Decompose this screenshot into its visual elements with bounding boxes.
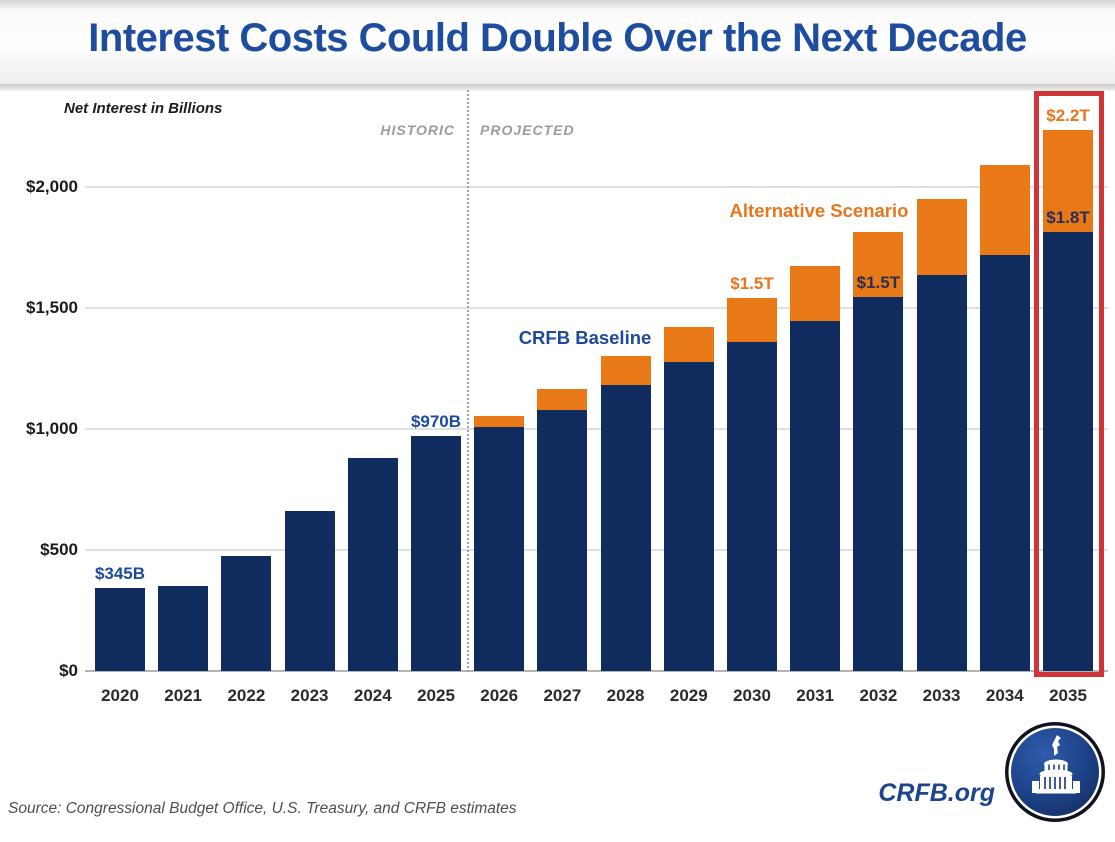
bar-2032-alternative <box>853 231 904 298</box>
bar-2028-alternative <box>600 356 651 386</box>
bar-2035-baseline <box>1043 231 1093 671</box>
highlight-2035-box <box>1034 91 1104 677</box>
x-axis-label-2020: 2020 <box>101 686 139 705</box>
bar-2029-baseline <box>663 362 714 671</box>
bar-2027-alternative <box>537 389 588 410</box>
x-axis-label-2025: 2025 <box>417 686 455 705</box>
value-label-2025-total: $970B <box>410 412 462 432</box>
x-axis-line <box>85 670 1108 672</box>
bar-2035-alternative <box>1043 130 1093 232</box>
projected-zone-label: PROJECTED <box>480 122 575 138</box>
x-axis-label-2031: 2031 <box>796 686 835 705</box>
bar-2024-baseline <box>347 458 398 671</box>
gridline-1000 <box>85 428 1108 430</box>
title-band <box>0 0 1115 84</box>
bar-2028-baseline <box>600 385 651 671</box>
bar-2025-baseline <box>411 436 461 671</box>
x-axis-label-2032: 2032 <box>859 686 898 705</box>
bar-2032-baseline <box>853 297 904 671</box>
x-axis-label-2024: 2024 <box>353 686 392 705</box>
x-axis-label-2028: 2028 <box>606 686 645 705</box>
value-label-2035-total: $2.2T <box>1046 106 1090 126</box>
x-axis-label-2027: 2027 <box>543 686 582 705</box>
bar-2023-baseline <box>284 511 335 671</box>
bar-2031-alternative <box>790 265 841 322</box>
bar-2031-baseline <box>790 321 841 671</box>
y-axis-tick-1500: $1,500 <box>26 298 78 317</box>
x-axis-label-2021: 2021 <box>164 686 203 705</box>
x-axis-label-2033: 2033 <box>922 686 961 705</box>
gridline-500 <box>85 549 1108 551</box>
bar-2022-baseline <box>221 556 272 671</box>
x-axis-label-2026: 2026 <box>480 686 519 705</box>
bar-2026-alternative <box>474 415 525 427</box>
x-axis-label-2029: 2029 <box>669 686 708 705</box>
source-note: Source: Congressional Budget Office, U.S… <box>8 800 517 817</box>
bar-2030-baseline <box>727 341 777 671</box>
value-label-2035-baseline: $1.8T <box>1046 207 1090 227</box>
bar-2033-alternative <box>916 199 967 276</box>
x-axis-label-2022: 2022 <box>227 686 266 705</box>
x-axis-label-2035: 2035 <box>1049 686 1087 705</box>
historic-projected-divider <box>467 90 469 672</box>
baseline-series-label: CRFB Baseline <box>518 327 652 348</box>
historic-zone-label: HISTORIC <box>380 122 455 138</box>
bar-2020-baseline <box>95 587 145 671</box>
bar-2034-baseline <box>979 254 1030 671</box>
y-axis-tick-0: $0 <box>59 661 78 680</box>
x-axis-label-2023: 2023 <box>290 686 329 705</box>
title-band-shadow <box>0 84 1115 91</box>
x-axis-label-2034: 2034 <box>985 686 1024 705</box>
y-axis-title: Net Interest in Billions <box>64 100 223 117</box>
bar-2033-baseline <box>916 275 967 671</box>
bar-2029-alternative <box>663 327 714 363</box>
value-label-2020-total: $345B <box>94 563 146 583</box>
bar-2030-alternative <box>727 298 777 342</box>
bar-2027-baseline <box>537 409 588 671</box>
value-label-2030-total: $1.5T <box>730 274 774 294</box>
y-axis-tick-1000: $1,000 <box>26 419 78 438</box>
value-label-2032-baseline: $1.5T <box>856 273 901 293</box>
capitol-dome-icon <box>1005 722 1105 822</box>
gridline-2000 <box>85 186 1108 188</box>
gridline-1500 <box>85 307 1108 309</box>
bar-2034-alternative <box>979 165 1030 255</box>
bar-2021-baseline <box>158 585 209 671</box>
y-axis-tick-500: $500 <box>40 540 78 559</box>
page-title: Interest Costs Could Double Over the Nex… <box>88 16 1027 60</box>
x-axis-label-2030: 2030 <box>733 686 771 705</box>
brand-text: CRFB.org <box>878 779 995 807</box>
alternative-series-label: Alternative Scenario <box>729 200 909 221</box>
y-axis-tick-2000: $2,000 <box>26 177 78 196</box>
bar-2026-baseline <box>474 426 525 671</box>
